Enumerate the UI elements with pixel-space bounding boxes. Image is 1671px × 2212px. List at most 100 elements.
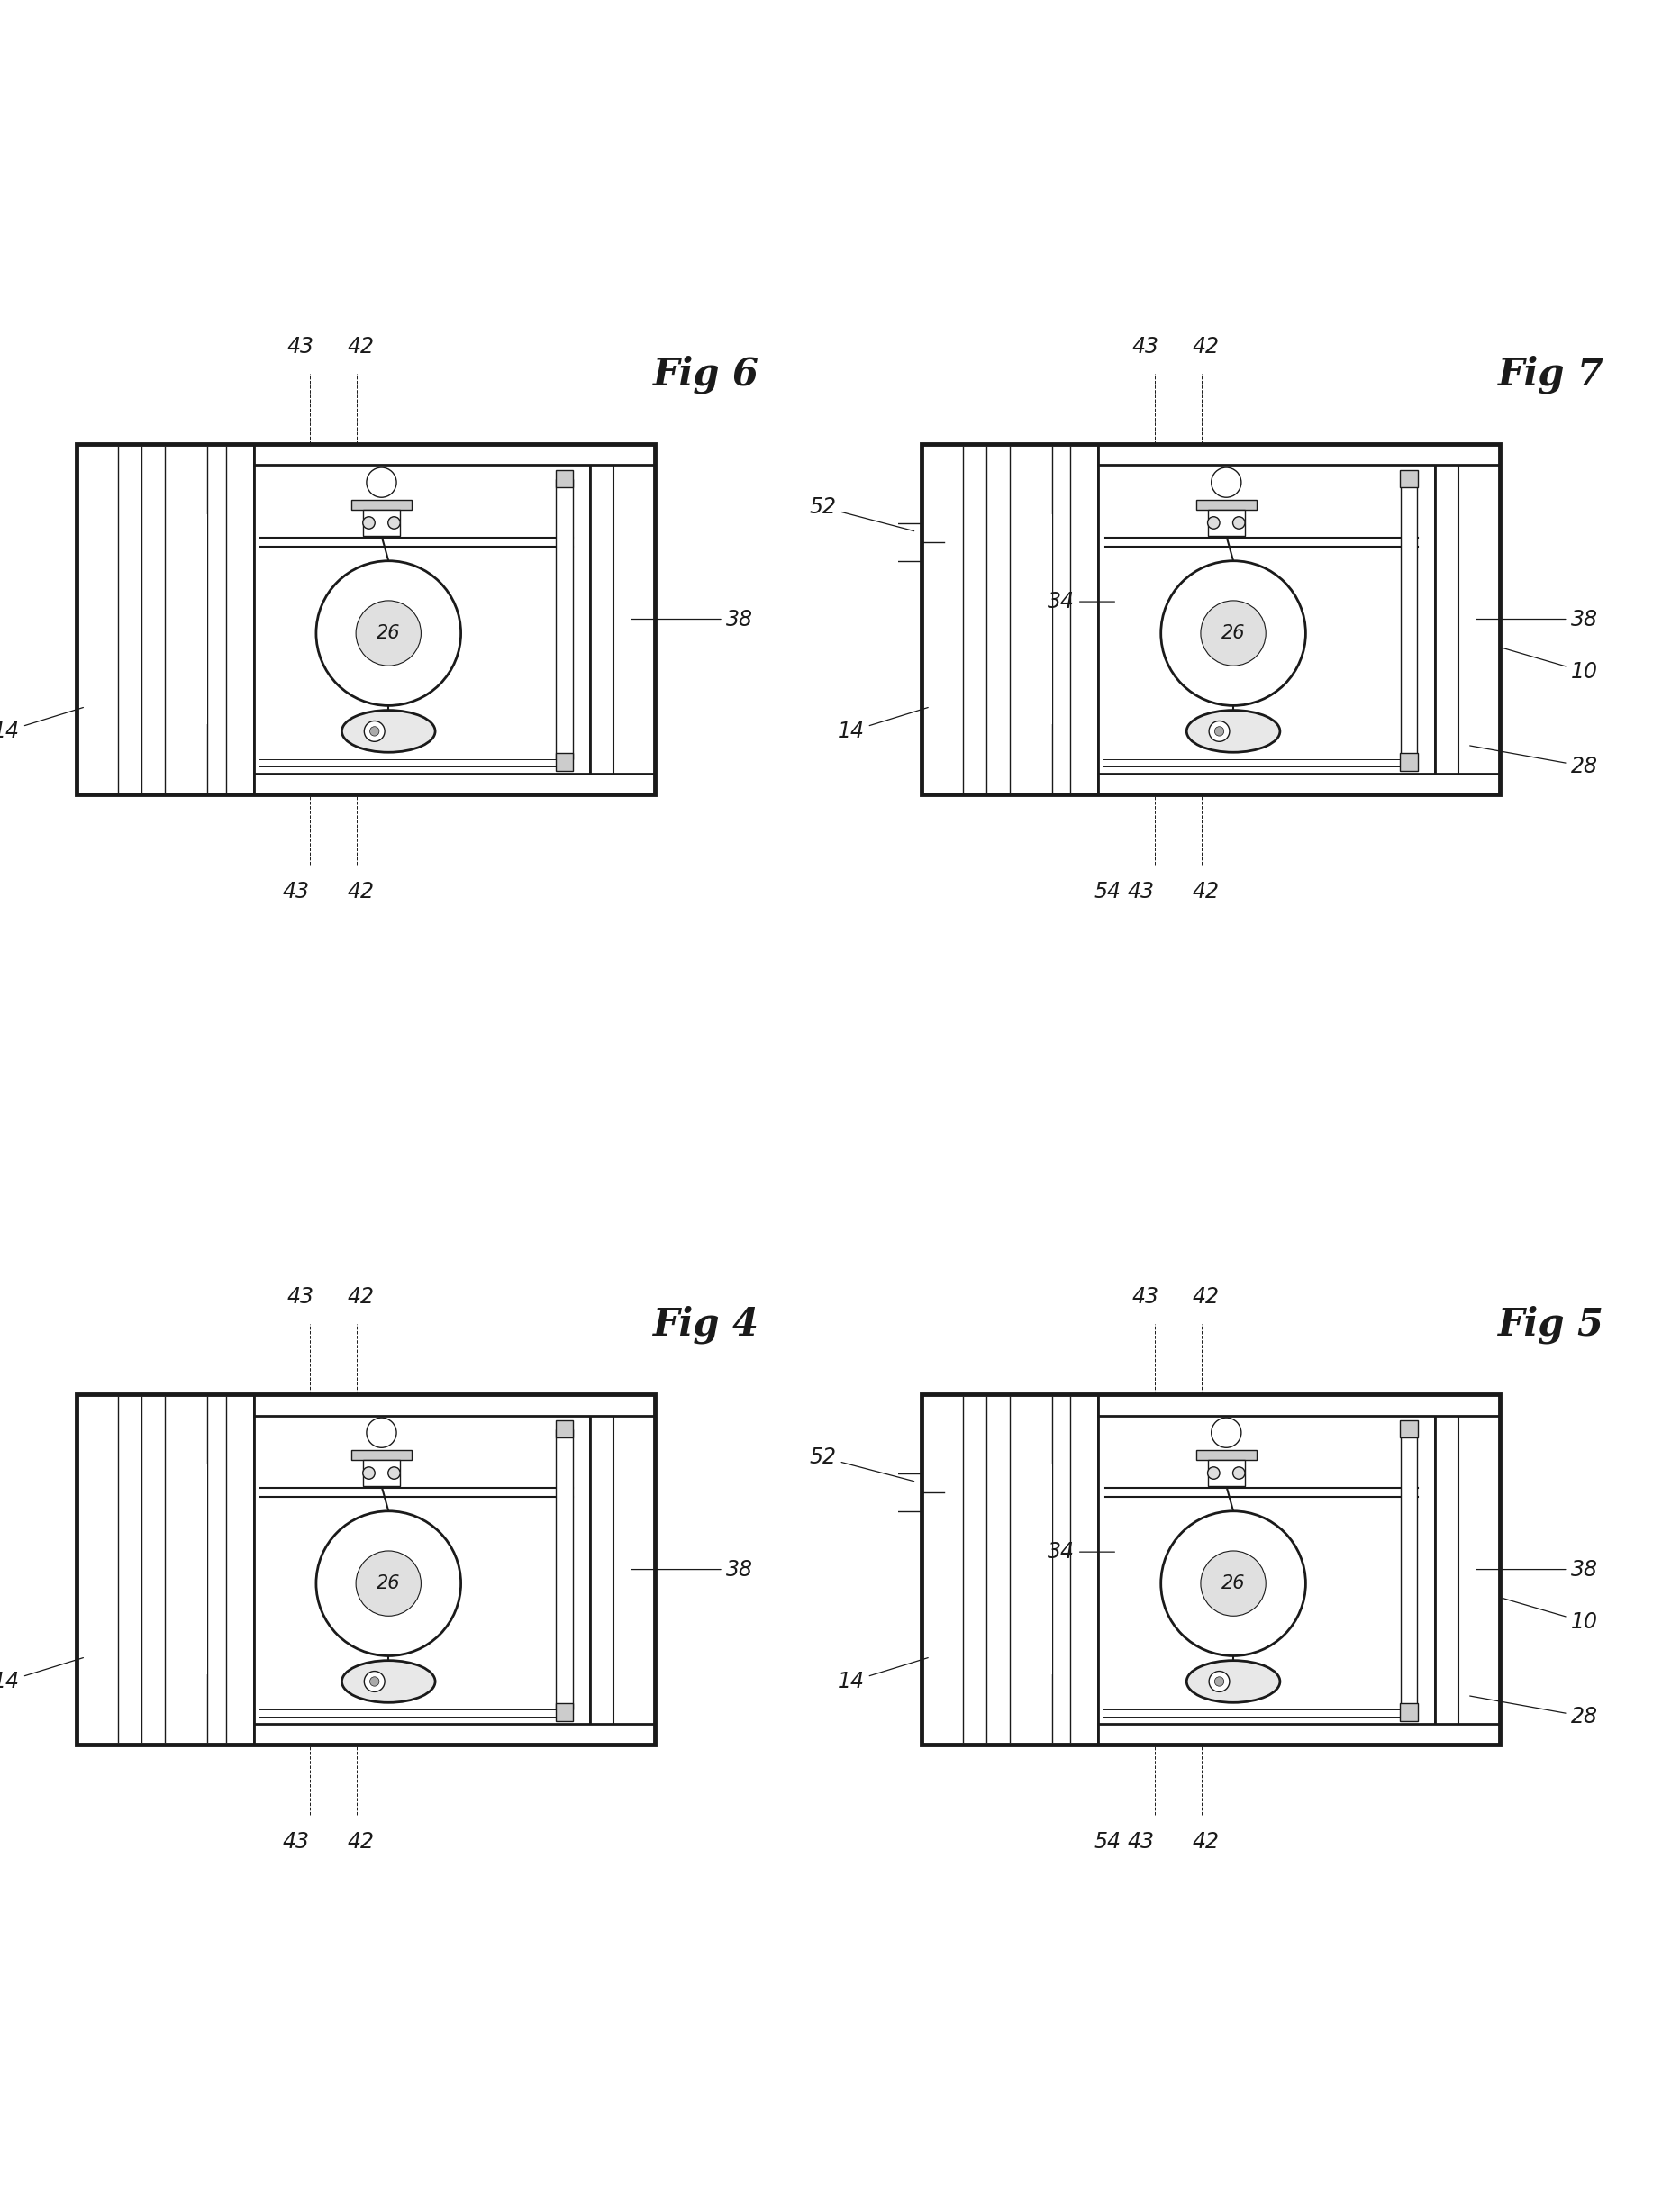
Circle shape [363, 1467, 374, 1480]
Text: 43: 43 [282, 880, 309, 902]
Ellipse shape [1186, 1661, 1280, 1703]
Circle shape [364, 721, 384, 741]
Bar [254, 445, 655, 465]
Text: 38: 38 [1475, 608, 1597, 630]
Circle shape [1208, 1672, 1228, 1692]
Text: 43: 43 [1126, 1832, 1153, 1851]
Text: 38: 38 [632, 608, 752, 630]
Text: 43: 43 [287, 336, 314, 358]
Text: 10: 10 [1502, 648, 1597, 684]
Circle shape [1213, 1677, 1223, 1686]
Bar [1434, 1394, 1499, 1745]
Circle shape [1206, 518, 1220, 529]
Ellipse shape [341, 1661, 434, 1703]
Bar [1195, 500, 1257, 511]
Text: 34: 34 [1048, 1542, 1115, 1562]
Circle shape [1206, 1467, 1220, 1480]
Circle shape [356, 1551, 421, 1617]
Bar [1400, 1429, 1417, 1710]
Text: 43: 43 [287, 1287, 314, 1307]
Bar [555, 1429, 573, 1710]
Bar [1206, 511, 1245, 535]
Bar [1098, 1394, 1499, 1416]
Text: 26: 26 [376, 624, 399, 641]
Bar [254, 1394, 590, 1745]
Bar [1434, 445, 1499, 794]
Text: 26: 26 [1222, 624, 1245, 641]
Bar [363, 511, 399, 535]
Circle shape [1160, 562, 1305, 706]
Circle shape [1200, 602, 1265, 666]
Bar [77, 445, 254, 794]
Circle shape [388, 518, 399, 529]
Text: 42: 42 [348, 336, 374, 358]
Bar [254, 445, 590, 794]
Text: 26: 26 [376, 1575, 399, 1593]
Bar [1098, 1723, 1499, 1745]
Text: 43: 43 [282, 1832, 309, 1851]
Text: 34: 34 [1048, 591, 1115, 613]
Text: 28: 28 [1469, 745, 1597, 776]
Circle shape [1211, 1418, 1240, 1447]
Ellipse shape [1186, 710, 1280, 752]
Text: Fig 7: Fig 7 [1497, 354, 1604, 394]
Bar [1399, 469, 1417, 487]
Bar [555, 1420, 573, 1438]
Text: 38: 38 [632, 1559, 752, 1579]
Bar [1206, 1460, 1245, 1486]
Circle shape [1160, 1511, 1305, 1657]
Circle shape [1208, 721, 1228, 741]
Text: 43: 43 [1131, 1287, 1158, 1307]
Bar [351, 500, 411, 511]
Bar [1098, 445, 1434, 794]
Text: 43: 43 [1131, 336, 1158, 358]
Circle shape [369, 1677, 379, 1686]
Circle shape [363, 518, 374, 529]
Text: 42: 42 [348, 1287, 374, 1307]
Bar [1206, 511, 1245, 535]
Circle shape [364, 1672, 384, 1692]
Text: 52: 52 [809, 495, 914, 531]
Bar [363, 1460, 399, 1486]
Bar [921, 1394, 1098, 1745]
Circle shape [1211, 467, 1240, 498]
Bar [1195, 1449, 1257, 1460]
Bar [1028, 1464, 1051, 1674]
Bar [1098, 774, 1499, 794]
Bar [921, 1394, 1098, 1745]
Bar [351, 1449, 411, 1460]
Bar [921, 445, 1098, 794]
Bar [77, 445, 254, 794]
Bar [184, 513, 207, 723]
Text: 14: 14 [0, 1657, 84, 1692]
Text: 52: 52 [809, 1447, 914, 1482]
Bar [921, 445, 1499, 794]
Bar [77, 1394, 254, 1745]
Bar [184, 1464, 207, 1674]
Text: Fig 5: Fig 5 [1497, 1305, 1604, 1343]
Ellipse shape [341, 710, 434, 752]
Bar [77, 1394, 655, 1745]
Bar [590, 1394, 655, 1745]
Bar [77, 445, 655, 794]
Text: 43: 43 [1126, 880, 1153, 902]
Text: 42: 42 [1191, 1832, 1218, 1851]
Circle shape [369, 726, 379, 737]
Bar [1399, 1703, 1417, 1721]
Bar [1028, 513, 1051, 723]
Bar [590, 1394, 655, 1745]
Text: Fig 4: Fig 4 [653, 1305, 759, 1343]
Text: 14: 14 [837, 1657, 927, 1692]
Circle shape [388, 1467, 399, 1480]
Circle shape [356, 602, 421, 666]
Text: 42: 42 [1191, 336, 1218, 358]
Bar [363, 1460, 399, 1486]
Text: 10: 10 [1502, 1597, 1597, 1632]
Bar [1434, 445, 1499, 794]
Text: 42: 42 [1191, 880, 1218, 902]
Circle shape [1232, 518, 1245, 529]
Text: 42: 42 [1191, 1287, 1218, 1307]
Bar [1399, 1420, 1417, 1438]
Circle shape [1213, 726, 1223, 737]
Bar [1098, 774, 1499, 794]
